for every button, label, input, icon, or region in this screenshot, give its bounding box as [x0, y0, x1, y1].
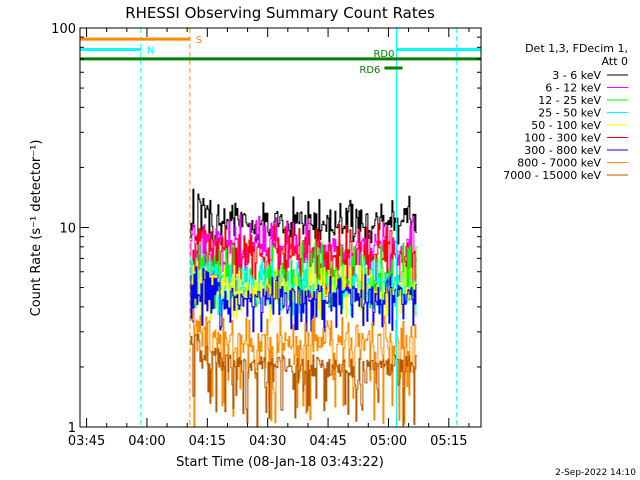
- x-tick-label: 04:30: [249, 434, 286, 449]
- y-tick-label: 10: [59, 222, 76, 237]
- x-axis-label: Start Time (08-Jan-18 03:43:22): [176, 455, 384, 470]
- flag-label: RD6: [359, 65, 380, 76]
- legend-entry-label: 12 - 25 keV: [538, 94, 601, 107]
- flag-label: N: [147, 46, 154, 57]
- x-tick-label: 03:45: [68, 434, 105, 449]
- y-tick-label: 100: [51, 22, 76, 37]
- legend-entry-label: 50 - 100 keV: [531, 119, 601, 132]
- series-trace: [189, 266, 417, 333]
- x-tick-label: 04:00: [128, 434, 165, 449]
- footer-date: 2-Sep-2022 14:10: [555, 468, 636, 478]
- legend-entry-label: 6 - 12 keV: [545, 82, 601, 95]
- x-tick-label: 04:15: [189, 434, 226, 449]
- y-axis-label: Count Rate (s⁻¹ detector⁻¹): [29, 140, 44, 317]
- x-tick-label: 04:45: [309, 434, 346, 449]
- chart-title: RHESSI Observing Summary Count Rates: [125, 4, 435, 22]
- legend-entry-label: 7000 - 15000 keV: [503, 169, 601, 182]
- legend-entry-label: 800 - 7000 keV: [517, 157, 601, 170]
- x-tick-label: 05:15: [430, 434, 467, 449]
- flag-label: RD0: [373, 49, 394, 60]
- legend-entry-label: 25 - 50 keV: [538, 107, 601, 120]
- legend-header: Det 1,3, FDecim 1,: [525, 42, 628, 55]
- flag-bars: S N RD0 RD6: [80, 35, 481, 76]
- y-tick-label: 1: [68, 421, 76, 436]
- legend-entry-label: 300 - 800 keV: [524, 144, 601, 157]
- flag-label: S: [196, 35, 202, 46]
- axes: 03:45 04:00 04:15 04:30 04:45 05:00 05:15 1 10 10…: [51, 22, 481, 449]
- data-layer: [189, 188, 417, 428]
- x-tick-label: 05:00: [370, 434, 407, 449]
- legend-header: Att 0: [602, 55, 628, 68]
- legend-entry-label: 3 - 6 keV: [552, 69, 601, 82]
- series-trace: [189, 333, 417, 428]
- legend-entry-label: 100 - 300 keV: [524, 132, 601, 145]
